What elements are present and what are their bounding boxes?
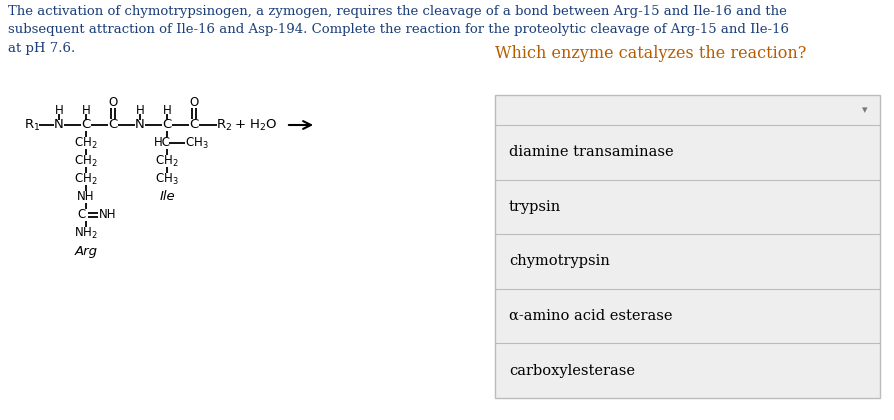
Text: N: N (55, 118, 63, 131)
Text: $\mathsf{CH_3}$: $\mathsf{CH_3}$ (185, 135, 209, 150)
Text: The activation of chymotrypsinogen, a zymogen, requires the cleavage of a bond b: The activation of chymotrypsinogen, a zy… (8, 5, 789, 55)
Text: $\mathsf{CH_3}$: $\mathsf{CH_3}$ (156, 171, 179, 186)
Text: C: C (78, 208, 86, 221)
Text: $\mathsf{R_2}$: $\mathsf{R_2}$ (215, 118, 232, 133)
Text: H: H (55, 105, 63, 118)
Text: C: C (108, 118, 118, 131)
Text: H: H (81, 105, 90, 118)
Text: Which enzyme catalyzes the reaction?: Which enzyme catalyzes the reaction? (495, 45, 806, 62)
Text: O: O (108, 97, 118, 110)
Text: O: O (190, 97, 198, 110)
Text: N: N (135, 118, 145, 131)
Text: $+\ \mathsf{H_2O}$: $+\ \mathsf{H_2O}$ (234, 118, 278, 133)
Text: C: C (81, 118, 90, 131)
Text: $\mathsf{CH_2}$: $\mathsf{CH_2}$ (74, 171, 97, 186)
Text: H: H (136, 105, 144, 118)
Text: $\mathsf{NH_2}$: $\mathsf{NH_2}$ (74, 226, 98, 241)
Text: H: H (163, 105, 172, 118)
Text: Ile: Ile (159, 191, 175, 204)
Text: C: C (163, 118, 172, 131)
Bar (495, 95, 880, 398)
Text: $\mathsf{CH_2}$: $\mathsf{CH_2}$ (156, 153, 179, 168)
Text: $\mathsf{CH_2}$: $\mathsf{CH_2}$ (74, 135, 97, 150)
Text: diamine transaminase: diamine transaminase (509, 145, 673, 159)
Text: $\mathsf{CH_2}$: $\mathsf{CH_2}$ (74, 153, 97, 168)
Text: chymotrypsin: chymotrypsin (509, 255, 610, 268)
Text: carboxylesterase: carboxylesterase (509, 364, 635, 378)
Text: ▾: ▾ (862, 105, 868, 115)
Text: HC: HC (154, 136, 171, 150)
Text: C: C (190, 118, 198, 131)
Text: Arg: Arg (74, 244, 97, 257)
Text: trypsin: trypsin (509, 200, 561, 214)
Text: α-amino acid esterase: α-amino acid esterase (509, 309, 672, 323)
Text: $\mathsf{R_1}$: $\mathsf{R_1}$ (24, 118, 40, 133)
Text: NH: NH (77, 191, 95, 204)
Text: NH: NH (99, 208, 117, 221)
